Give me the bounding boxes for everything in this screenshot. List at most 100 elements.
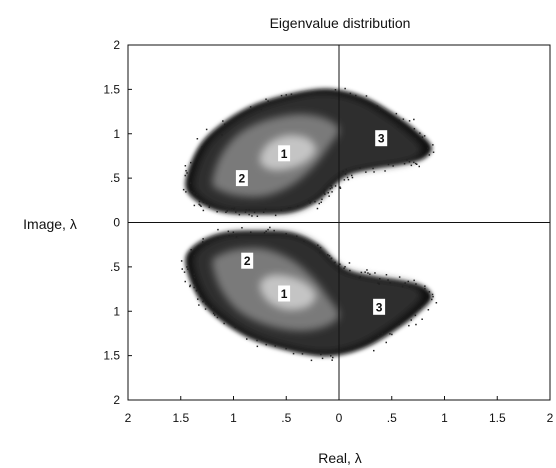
y-tick-labels: 21.51.50.511.52 (103, 38, 120, 407)
edge-speck (244, 211, 247, 213)
edge-speck (228, 235, 230, 237)
edge-speck (193, 273, 195, 275)
edge-speck (297, 205, 299, 207)
edge-speck (384, 170, 386, 172)
edge-speck (373, 349, 375, 352)
edge-speck (193, 276, 196, 279)
x-tick-label: .5 (387, 411, 397, 425)
edge-speck (342, 170, 344, 173)
edge-speck (407, 280, 409, 283)
edge-speck (264, 208, 267, 210)
edge-speck (287, 207, 290, 209)
edge-speck (193, 255, 196, 257)
edge-speck (328, 255, 331, 257)
edge-speck (359, 98, 362, 101)
edge-speck (285, 233, 287, 235)
edge-speck (348, 262, 351, 264)
edge-speck (285, 347, 287, 350)
edge-speck (316, 92, 319, 94)
edge-speck (269, 226, 271, 229)
edge-speck (194, 284, 196, 286)
edge-speck (398, 119, 400, 122)
edge-speck (414, 314, 417, 317)
edge-speck (212, 306, 214, 308)
edge-speck (280, 209, 282, 211)
edge-speck (416, 163, 418, 165)
edge-speck (187, 268, 189, 270)
axes (127, 44, 551, 401)
edge-speck (182, 188, 185, 191)
edge-speck (196, 194, 198, 196)
edge-speck (364, 271, 366, 273)
edge-speck (205, 128, 208, 131)
edge-speck (202, 238, 204, 240)
edge-speck (424, 287, 426, 290)
edge-speck (202, 201, 205, 203)
edge-speck (221, 134, 223, 136)
edge-speck (419, 132, 421, 134)
edge-speck (217, 228, 219, 231)
edge-speck (385, 341, 387, 344)
edge-speck (373, 171, 375, 173)
edge-speck (435, 302, 438, 304)
edge-speck (256, 345, 259, 348)
edge-speck (351, 347, 353, 350)
edge-speck (307, 199, 310, 202)
edge-speck (248, 208, 250, 211)
edge-speck (194, 267, 196, 269)
edge-speck (235, 211, 237, 213)
edge-speck (201, 146, 203, 148)
edge-speck (218, 310, 220, 312)
x-tick-label: 1 (441, 411, 448, 425)
edge-speck (232, 231, 235, 233)
region-label-text: 2 (244, 254, 251, 268)
edge-speck (201, 288, 204, 291)
region-label-text: 2 (239, 172, 246, 186)
edge-speck (397, 126, 399, 128)
edge-speck (389, 333, 391, 335)
edge-speck (267, 228, 269, 231)
edge-speck (410, 164, 413, 167)
edge-speck (186, 172, 188, 174)
edge-speck (366, 269, 368, 271)
edge-speck (226, 210, 228, 212)
edge-speck (202, 300, 204, 303)
x-tick-label: 1.5 (489, 411, 506, 425)
edge-speck (331, 187, 333, 189)
edge-speck (385, 274, 388, 276)
edge-speck (377, 282, 379, 284)
density-region-labels: 1 2 3 2 1 3 (235, 130, 388, 315)
edge-speck (339, 186, 341, 188)
edge-speck (249, 106, 252, 108)
edge-speck (200, 205, 202, 207)
edge-speck (387, 163, 390, 166)
edge-speck (261, 338, 263, 340)
edge-speck (253, 211, 256, 214)
edge-speck (248, 213, 250, 216)
edge-speck (427, 309, 430, 311)
edge-speck (233, 208, 235, 210)
edge-speck (402, 118, 405, 120)
region-label-box (278, 285, 291, 302)
edge-speck (343, 267, 345, 270)
edge-speck (245, 209, 248, 211)
edge-speck (413, 161, 415, 164)
edge-speck (319, 246, 322, 249)
edge-speck (334, 185, 337, 187)
edge-speck (241, 227, 243, 229)
region-label-text: 1 (281, 147, 288, 161)
edge-speck (256, 215, 259, 217)
edge-speck (216, 316, 219, 319)
edge-speck (346, 176, 349, 179)
edge-speck (184, 165, 187, 167)
region-label-box (278, 145, 291, 162)
edge-speck (408, 286, 411, 288)
edge-speck (197, 245, 200, 248)
edge-speck (419, 307, 421, 309)
edge-speck (251, 215, 253, 217)
x-tick-label: .5 (281, 411, 291, 425)
edge-speck (334, 89, 337, 91)
edge-speck (344, 173, 347, 175)
edge-speck (432, 295, 434, 298)
edge-speck (389, 282, 391, 284)
